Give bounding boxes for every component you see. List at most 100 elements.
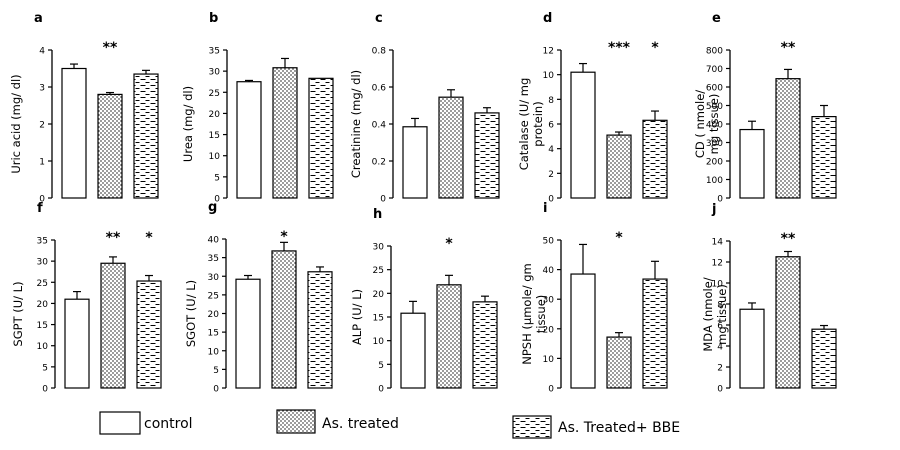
panel-label: e [712,11,721,26]
legend-item-control: control [99,411,193,435]
y-tick-label: 500 [706,102,723,112]
y-axis-label-line: Creatinine (mg/ dl) [349,70,363,178]
bar-as-treated-bbe [472,301,498,389]
bar-control [570,71,596,199]
bar-control [61,67,87,199]
y-tick-label: 0.2 [372,158,386,168]
y-axis-label-line: protein) [531,101,545,146]
y-axis-label-line: CD ( nmole/ [693,90,707,158]
panel-b: b 0 5 10 15 20 25 30 35 Urea (mg/ dl) [181,11,334,205]
y-tick-label: 8 [717,301,723,311]
panel-label: h [373,207,382,222]
y-tick-label: 0 [548,195,554,205]
bar-as-treated [606,336,632,389]
significance-marker: * [280,229,288,245]
y-tick-label: 10 [543,355,555,365]
y-axis-label-line: ALP (U/ L) [350,289,364,345]
y-tick-label: 300 [706,139,723,149]
y-axis-label: ALP (U/ L) [350,289,364,345]
y-axis-label-line: mg tissue) [715,284,729,345]
y-tick-label: 5 [214,173,220,183]
y-tick-label: 4 [39,47,45,57]
y-tick-label: 10 [208,347,220,357]
significance-marker: * [145,230,153,246]
legend-item-as-treated-bbe: As. Treated+ BBE [512,415,680,439]
bar-as-treated [97,93,123,199]
bar-control [400,312,426,389]
panel-a: a 0 1 2 3 4 Uric acid (mg/ dl) ** [9,11,159,205]
bar-control [64,298,90,389]
bar-as-treated-bbe [811,115,837,199]
panel-label: a [34,11,43,26]
bar-as-treated-bbe [642,119,668,199]
bar-as-treated [775,256,801,389]
panel-label: i [543,201,547,216]
bar-as-treated [100,262,126,389]
panel-label: d [543,11,552,26]
panel-c: c 0 0.2 0.4 0.6 0.8 Creatinine (mg/ dl) [349,11,500,205]
bar-control [402,126,428,199]
y-axis-label: SGOT (U/ L) [184,280,198,347]
y-tick-label: 800 [706,47,723,57]
significance-marker: ** [781,40,796,56]
y-tick-label: 0.8 [372,47,387,57]
legend-item-as-treated: As. treated [276,409,399,434]
legend-swatch-as-treated-bbe [512,415,552,439]
y-axis-label-line: NPSH (µmole/ gm [520,263,534,364]
y-tick-label: 2 [548,170,554,180]
y-tick-label: 30 [543,296,555,306]
y-axis-label-line: MDA (nmole/ [701,277,715,351]
y-tick-label: 4 [548,145,554,155]
y-tick-label: 5 [378,361,384,371]
y-axis-label-line: SGPT (U/ L) [11,281,25,346]
y-tick-label: 200 [706,158,723,168]
y-axis-label: NPSH (µmole/ gmtissue) [520,263,548,364]
panel-h: h 0 5 10 15 20 25 30 ALP (U/ L) * [350,207,498,395]
significance-marker: ** [106,230,121,246]
y-tick-label: 40 [543,266,555,276]
y-tick-label: 35 [208,254,219,264]
significance-marker: * [651,40,659,56]
y-tick-label: 0 [548,385,554,395]
y-axis-label: Urea (mg/ dl) [181,86,195,162]
y-tick-label: 14 [712,238,724,248]
bar-control [570,273,596,389]
legend: control As. treated As. Treated+ BBE [99,409,680,439]
y-tick-label: 2 [39,121,45,131]
y-tick-label: 20 [543,325,555,335]
bar-as-treated [438,96,464,199]
panel-i: i 0 10 20 30 40 50 NPSH (µmole/ gmtissue) * [520,201,668,395]
y-tick-label: 0.4 [372,121,387,131]
significance-marker: * [445,236,453,252]
bar-control [235,278,261,389]
panel-j: j 0 2 4 6 8 10 12 14 MDA (nmole/mg tissue) ** [701,202,837,395]
bar-control [739,308,765,389]
y-tick-label: 12 [543,47,554,57]
y-axis-label: SGPT (U/ L) [11,281,25,346]
y-tick-label: 25 [209,89,220,99]
y-axis-label: Uric acid (mg/ dl) [9,74,23,173]
y-tick-label: 6 [717,322,723,332]
y-tick-label: 25 [37,279,48,289]
bar-as-treated-bbe [136,280,162,389]
y-tick-label: 25 [208,291,219,301]
bar-as-treated-bbe [308,77,334,199]
y-tick-label: 400 [706,121,723,131]
legend-label-as-treated: As. treated [322,416,399,432]
y-tick-label: 700 [706,65,723,75]
y-tick-label: 3 [39,84,45,94]
significance-marker: ** [103,40,118,56]
y-tick-label: 0 [717,195,723,205]
y-tick-label: 50 [543,237,555,247]
y-tick-label: 1 [39,158,45,168]
panel-label: b [209,11,218,26]
bar-as-treated [436,284,462,389]
y-tick-label: 0 [380,195,386,205]
bar-as-treated [272,67,298,199]
y-tick-label: 0 [39,195,45,205]
panel-e: e 0 100 200 300 400 500 600 700 800 CD ( nmole/mg … [693,11,837,205]
y-tick-label: 20 [37,300,49,310]
